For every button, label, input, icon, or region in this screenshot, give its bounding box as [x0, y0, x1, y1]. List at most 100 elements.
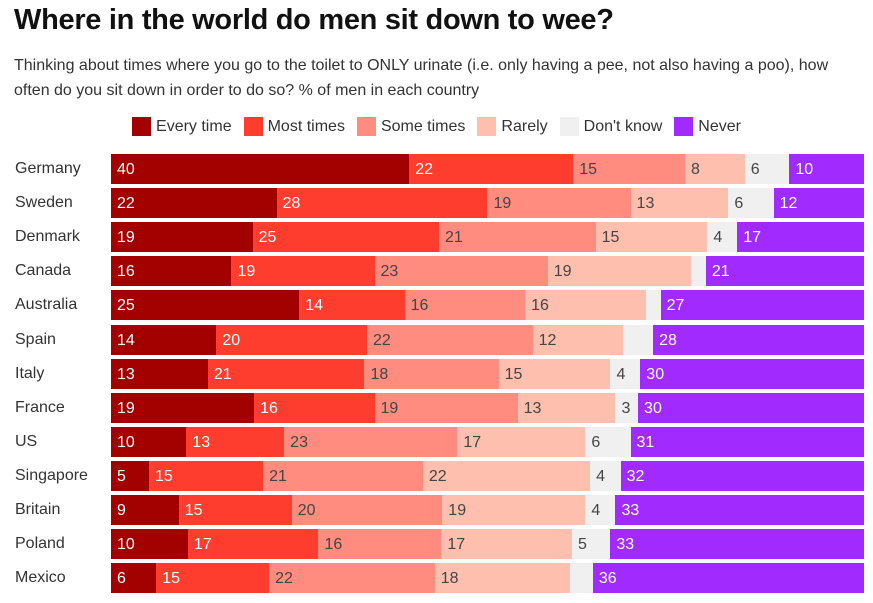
data-label: 3 [621, 399, 631, 417]
bar-segment: 13 [186, 426, 285, 457]
bar-segment: 6 [585, 426, 631, 457]
data-label: 22 [373, 331, 391, 349]
bar-segment: 19 [111, 222, 253, 253]
data-label: 25 [258, 229, 277, 247]
data-label: 23 [380, 263, 399, 281]
data-label: 15 [155, 467, 173, 485]
data-label: 20 [297, 502, 316, 519]
data-label: 17 [447, 536, 466, 554]
bar-row: Poland 10 17 16 17 5 33 [0, 529, 873, 560]
data-label: 21 [711, 263, 730, 281]
legend-item: Never [674, 117, 741, 136]
stacked-bar: 9 15 20 19 4 33 [111, 495, 864, 525]
legend-label: Most times [267, 117, 345, 135]
data-label: 33 [621, 502, 640, 519]
category-label: Canada [15, 262, 72, 280]
data-label: 10 [117, 536, 135, 554]
legend-swatch [132, 117, 152, 136]
legend-swatch [243, 117, 263, 136]
data-label: 33 [616, 536, 635, 554]
bar-row: Germany 40 22 15 8 6 10 [0, 154, 873, 184]
bar-segment: 22 [269, 563, 435, 594]
bar-segment: 16 [525, 290, 646, 321]
bar-segment: 6 [744, 154, 790, 184]
data-label: 28 [659, 331, 677, 349]
bar-segment [570, 563, 593, 594]
bar-row: Singapore 5 15 21 22 4 32 [0, 460, 873, 491]
data-label: 10 [795, 161, 814, 178]
bar-segment: 15 [178, 495, 292, 525]
bar-segment: 31 [630, 426, 864, 457]
bar-segment: 17 [457, 426, 586, 457]
data-label: 16 [117, 263, 135, 281]
data-label: 27 [666, 297, 685, 315]
bar-segment: 22 [422, 460, 591, 491]
bar-segment: 14 [111, 324, 217, 355]
legend-item: Most times [243, 117, 345, 136]
bar-segment: 8 [685, 154, 745, 184]
category-label: US [15, 432, 38, 450]
data-label: 30 [646, 365, 665, 383]
bar-segment: 15 [149, 460, 264, 491]
bar-segment: 4 [585, 495, 616, 525]
bar-segment: 17 [441, 529, 572, 560]
bar-segment: 17 [187, 529, 319, 560]
category-label: Australia [15, 296, 78, 314]
bar-segment: 4 [707, 222, 738, 253]
bar-row: US 10 13 23 17 6 31 [0, 426, 873, 457]
data-label: 19 [448, 502, 467, 519]
data-label: 16 [324, 536, 343, 554]
data-label: 4 [591, 502, 601, 519]
data-label: 32 [626, 467, 645, 485]
category-label: Sweden [15, 194, 73, 212]
data-label: 18 [440, 570, 459, 588]
bar-segment: 40 [111, 154, 410, 184]
bar-segment: 13 [630, 188, 729, 219]
bar-segment: 16 [254, 392, 375, 423]
bar-row: Canada 16 19 23 19 21 [0, 256, 873, 287]
data-label: 40 [117, 161, 135, 178]
stacked-bar: 40 22 15 8 6 10 [111, 154, 864, 184]
bar-segment: 17 [737, 222, 864, 253]
stacked-bar: 6 15 22 18 36 [111, 563, 864, 594]
data-label: 15 [504, 365, 523, 383]
data-label: 31 [636, 433, 655, 451]
bar-row: Mexico 6 15 22 18 36 [0, 563, 873, 594]
stacked-bar: 14 20 22 12 28 [111, 324, 864, 355]
data-label: 30 [644, 399, 662, 417]
bar-segment: 15 [573, 154, 686, 184]
bar-segment: 19 [374, 392, 518, 423]
stacked-bar: 10 13 23 17 6 31 [111, 426, 864, 457]
data-label: 15 [601, 229, 620, 247]
data-label: 6 [591, 433, 601, 451]
data-label: 17 [463, 433, 482, 451]
bar-segment: 23 [374, 256, 548, 287]
data-label: 6 [750, 161, 760, 178]
bar-segment: 21 [207, 358, 365, 389]
legend-label: Every time [156, 117, 232, 135]
data-label: 5 [117, 467, 126, 485]
bar-row: Denmark 19 25 21 15 4 17 [0, 222, 873, 253]
data-label: 25 [117, 297, 135, 315]
bar-segment: 32 [620, 460, 864, 491]
bar-segment: 19 [487, 188, 631, 219]
bar-row: Spain 14 20 22 12 28 [0, 324, 873, 355]
legend: Every time Most times Some times Rarely Don'… [0, 117, 873, 136]
data-label: 21 [213, 365, 232, 383]
bar-segment: 5 [111, 460, 150, 491]
data-label: 13 [192, 433, 211, 451]
legend-label: Rarely [501, 117, 548, 135]
data-label: 20 [222, 331, 241, 349]
bar-segment: 6 [111, 563, 157, 594]
chart-subtitle: Thinking about times where you go to the… [14, 57, 829, 99]
bar-segment: 6 [728, 188, 774, 219]
bar-segment: 36 [592, 563, 864, 594]
bar-segment: 14 [299, 290, 405, 321]
data-label: 4 [596, 467, 606, 485]
bar-segment: 19 [442, 495, 586, 525]
stacked-bar: 10 17 16 17 5 33 [111, 529, 864, 560]
bar-segment: 30 [640, 358, 864, 389]
data-label: 19 [117, 399, 135, 417]
bar-segment [645, 290, 661, 321]
data-label: 22 [428, 467, 447, 485]
